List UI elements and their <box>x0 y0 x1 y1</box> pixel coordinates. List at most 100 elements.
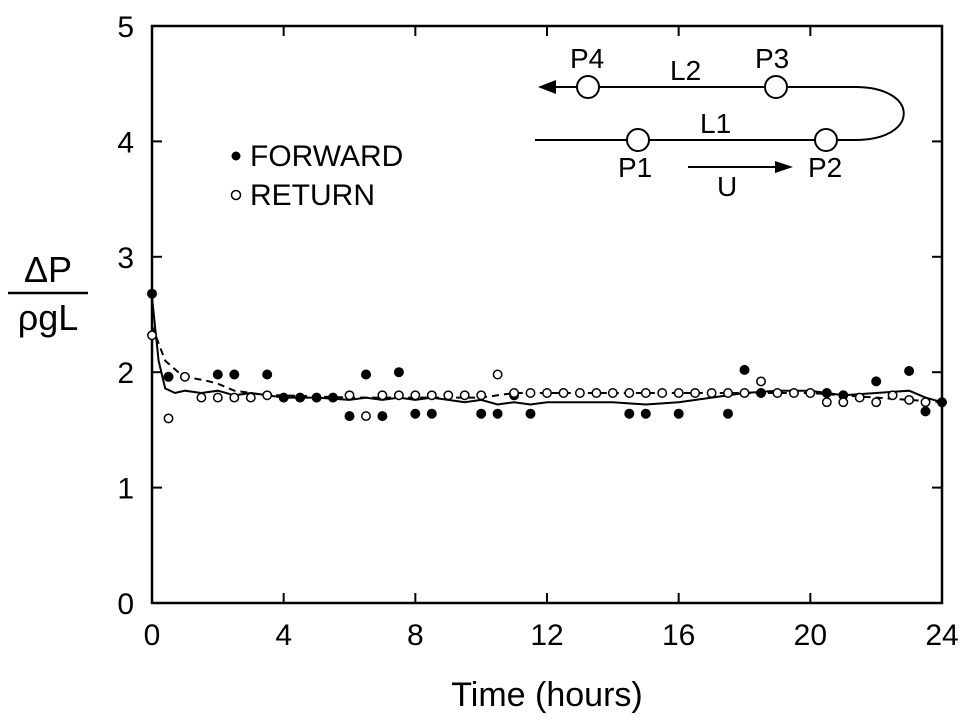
legend-marker-return <box>230 189 242 201</box>
data-point-return <box>772 388 783 398</box>
pressure-tap-p3 <box>764 75 788 99</box>
outlet-arrowhead <box>538 80 556 94</box>
data-point-return <box>459 390 470 401</box>
data-point-return <box>262 390 273 401</box>
data-point-forward <box>262 369 273 380</box>
data-point-return <box>920 397 931 408</box>
data-point-forward <box>492 408 503 419</box>
data-point-return <box>607 388 618 398</box>
data-point-forward <box>871 376 882 387</box>
label-l2: L2 <box>670 55 701 86</box>
data-point-forward <box>147 288 157 299</box>
velocity-arrowhead <box>775 161 793 173</box>
data-point-return <box>443 390 454 401</box>
x-tick-label: 12 <box>530 619 563 652</box>
y-tick-label: 4 <box>117 126 134 159</box>
label-u: U <box>717 171 737 202</box>
x-tick-label: 8 <box>407 619 424 652</box>
data-point-return <box>426 390 437 401</box>
data-point-return <box>756 376 766 387</box>
data-point-return <box>838 397 849 408</box>
data-point-return <box>163 413 174 424</box>
label-p2: P2 <box>808 152 842 183</box>
data-point-forward <box>361 369 371 380</box>
plot-frame <box>150 24 944 605</box>
pressure-tap-p1 <box>626 128 650 152</box>
data-point-return <box>673 388 684 398</box>
data-point-return <box>871 397 882 408</box>
data-point-forward <box>920 406 931 417</box>
flow-loop-diagram: P4 L2 P3 L1 P1 P2 U <box>535 43 905 202</box>
points-layer <box>147 288 947 424</box>
x-axis-title: Time (hours) <box>451 676 642 714</box>
data-point-forward <box>410 408 421 419</box>
data-point-forward <box>377 411 388 422</box>
data-point-return <box>509 388 520 398</box>
data-point-return <box>591 388 602 398</box>
legend-label-forward: FORWARD <box>250 140 403 173</box>
pressure-tap-p2 <box>814 128 838 152</box>
data-point-forward <box>476 408 487 419</box>
data-point-return <box>344 390 355 401</box>
data-point-return <box>558 388 569 398</box>
data-point-forward <box>525 408 536 419</box>
data-point-return <box>476 390 487 401</box>
data-point-forward <box>937 397 947 408</box>
data-point-return <box>723 388 733 398</box>
data-point-forward <box>328 392 338 403</box>
data-point-return <box>739 388 750 398</box>
label-p3: P3 <box>755 43 789 74</box>
data-point-return <box>229 392 240 403</box>
data-point-forward <box>756 388 766 398</box>
data-point-forward <box>212 369 223 380</box>
fit-curve-solid <box>151 297 943 406</box>
data-point-forward <box>624 408 635 419</box>
data-point-forward <box>673 408 684 419</box>
data-point-return <box>393 390 404 401</box>
data-point-return <box>574 388 585 398</box>
data-point-return <box>245 392 256 403</box>
data-point-return <box>904 394 915 405</box>
data-point-forward <box>723 408 733 419</box>
loop-return-bend <box>854 86 905 141</box>
data-point-return <box>377 390 388 401</box>
data-point-return <box>887 390 898 401</box>
label-p1: P1 <box>618 152 652 183</box>
data-point-forward <box>311 392 322 403</box>
x-tick-label: 20 <box>794 619 827 652</box>
data-point-return <box>788 388 799 398</box>
data-point-return <box>640 388 651 398</box>
data-point-forward <box>739 364 750 375</box>
label-p4: P4 <box>570 43 604 74</box>
data-point-return <box>196 392 207 403</box>
data-point-return <box>821 397 832 408</box>
y-tick-label: 2 <box>117 357 134 390</box>
data-point-return <box>805 388 816 398</box>
data-point-return <box>492 369 503 380</box>
data-point-forward <box>904 366 915 376</box>
data-point-forward <box>344 411 355 422</box>
data-point-forward <box>295 392 306 403</box>
data-point-forward <box>278 392 289 403</box>
data-point-return <box>706 388 717 398</box>
x-tick-label: 4 <box>275 619 292 652</box>
data-point-forward <box>229 369 240 380</box>
data-point-return <box>212 392 223 403</box>
data-point-forward <box>163 371 174 382</box>
data-point-return <box>542 388 552 398</box>
y-axis-title-numerator: ΔP <box>24 249 72 290</box>
data-point-return <box>361 411 371 422</box>
data-point-return <box>624 388 635 398</box>
pressure-tap-p4 <box>576 75 600 99</box>
label-l1: L1 <box>700 108 731 139</box>
y-axis-title-denominator: ρgL <box>18 297 79 338</box>
data-point-return <box>525 388 536 398</box>
legend-label-return: RETURN <box>250 179 375 212</box>
y-tick-label: 5 <box>117 11 134 44</box>
data-point-return <box>147 330 157 341</box>
data-point-forward <box>393 367 404 378</box>
x-tick-label: 0 <box>144 619 161 652</box>
y-tick-label: 1 <box>117 473 134 506</box>
